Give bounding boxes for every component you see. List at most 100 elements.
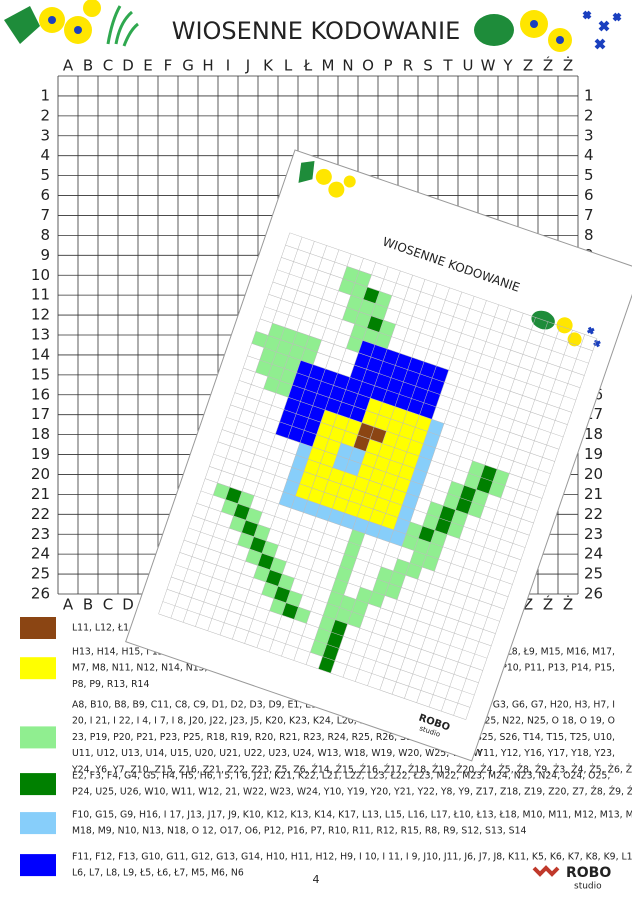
column-label: L [284,57,293,75]
preview-pixel [267,364,285,381]
preview-pixel [394,435,412,452]
preview-grid-line [428,325,561,708]
preview-pixel [426,501,444,518]
column-label: O [362,57,374,75]
preview-pixel [378,402,395,419]
preview-pixel [355,270,372,288]
preview-pixel [287,467,304,484]
preview-pixel [341,389,359,407]
row-label: 23 [31,525,50,543]
legend-text: M25, N22, N25, O 18, O 19, O [477,716,616,727]
preview-pixel [422,554,439,572]
preview-grid-line [391,313,524,695]
preview-pixel [356,504,374,522]
preview-pixel [268,323,285,340]
preview-grid-line [195,245,327,627]
preview-pixel [363,287,380,304]
preview-pixel [261,582,279,599]
row-label: 2 [40,106,50,124]
preview-pixel [335,607,352,624]
row-label: 1 [584,86,594,104]
column-label: P [383,57,392,75]
preview-pixel [382,431,399,448]
row-label: 24 [31,545,50,563]
preview-pixel [455,497,473,515]
preview-grid-line [207,249,340,631]
preview-grid-line [183,539,492,647]
row-label: 15 [31,365,50,383]
preview-pixel [320,451,337,468]
column-label: Ź [543,56,553,75]
preview-pixel [447,481,465,498]
preview-pixel [284,356,301,373]
preview-pixel [308,364,326,382]
preview-pixel [311,475,329,493]
preview-pixel [480,464,498,482]
preview-pixel [294,607,311,624]
column-label: D [122,57,134,75]
preview-pixel [393,517,411,535]
preview-pixel [427,378,445,395]
preview-pixel [368,591,385,608]
preview-pixel [305,335,322,353]
preview-pixel [447,522,464,539]
preview-pixel [312,393,330,410]
preview-grid-line [158,613,466,720]
preview-pixel [488,481,506,499]
row-label: 3 [584,126,594,144]
preview-grid-line [196,502,505,610]
preview-pixel [382,389,400,407]
preview-pixel [344,500,362,518]
preview-pixel [350,282,368,300]
legend-text: M18, M9, N10, N13, N18, O 12, O17, O6, P… [72,826,527,837]
preview-pixel [344,541,361,559]
preview-pixel [406,480,423,498]
legend-text: E2, F3, F4, G4, G5, H4, H5, H6, I 5, I 6… [72,771,610,782]
preview-pixel [370,344,388,362]
row-label: 1 [40,86,50,104]
preview-grid-line [230,404,538,511]
row-label: 19 [584,445,603,463]
preview-pixel [291,454,309,472]
preview-grid-line [244,262,377,644]
preview-grid-line [404,317,536,699]
preview-pixel [286,590,303,608]
column-label: Ł [303,57,313,75]
preview-pixel [328,426,346,443]
preview-pixel [341,430,358,448]
preview-pixel [336,484,354,501]
preview-pixel [376,566,394,584]
row-label: 10 [31,266,50,284]
row-label: 21 [31,485,50,503]
preview-pixel [362,328,380,345]
preview-pixel [349,406,367,423]
preview-grid-line [209,466,517,573]
row-label: 6 [584,186,594,204]
preview-pixel [476,477,493,494]
preview-pixel [351,599,369,616]
row-label: 7 [584,206,594,224]
preview-pixel [415,373,433,391]
preview-pixel [336,442,354,460]
preview-pixel [405,562,423,580]
legend-text: W9, Y11, Y12, Y16, Y17, Y18, Y23, [456,748,615,759]
legend-text: P24, U25, U26, W10, W11, W12, 21, W22, W… [72,786,632,798]
preview-pixel [275,421,292,439]
preview-pixel [377,484,395,502]
legend-swatch [20,617,56,639]
preview-pixel [287,426,305,443]
legend-text: P8, P9, R13, R14 [72,679,149,690]
preview-pixel [320,409,338,427]
preview-pixel [332,455,350,472]
preview-pixel [369,509,386,526]
preview-pixel [467,501,485,519]
column-label: H [202,57,213,75]
preview-pixel [326,631,344,649]
preview-pixel [353,434,370,452]
preview-pixel [291,413,309,431]
column-label: B [83,57,93,75]
preview-pixel [337,401,354,419]
column-label: A [63,57,74,75]
row-label: 26 [584,585,603,603]
preview-pixel [340,512,357,530]
